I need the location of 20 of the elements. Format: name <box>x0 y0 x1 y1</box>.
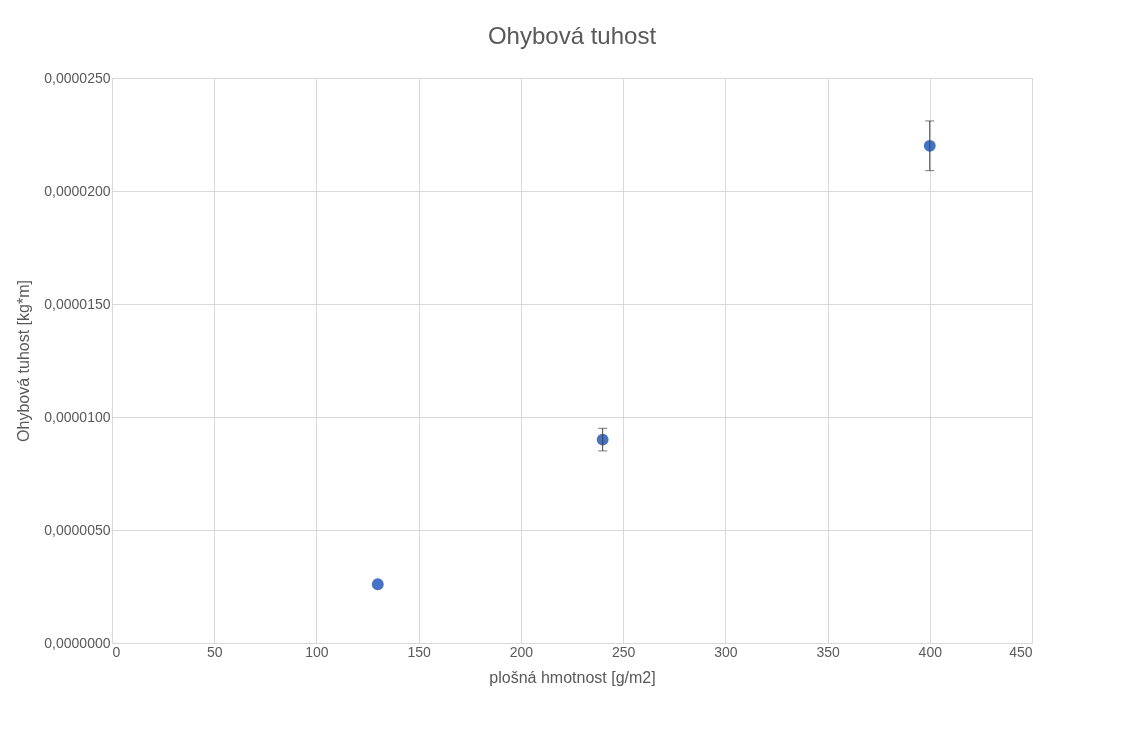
y-tick-label: 0,0000150 <box>44 295 111 312</box>
y-tick-label: 0,0000050 <box>44 521 111 538</box>
y-tick-label: 0,0000000 <box>44 634 111 651</box>
x-tick-label: 450 <box>1009 643 1033 660</box>
y-tick-label: 0,0000100 <box>44 408 111 425</box>
x-tick-label: 50 <box>206 643 223 660</box>
y-tick-label: 0,0000250 <box>44 69 111 86</box>
x-tick-label: 300 <box>714 643 738 660</box>
x-tick-label: 350 <box>816 643 840 660</box>
x-axis-title: plošná hmotnost [g/m2] <box>489 668 656 686</box>
x-tick-label: 200 <box>509 643 534 660</box>
y-axis-title: Ohybová tuhost [kg*m] <box>15 280 33 442</box>
x-tick-label: 100 <box>305 643 329 660</box>
x-tick-label: 0 <box>112 643 121 660</box>
x-tick-label: 250 <box>611 643 636 660</box>
x-tick-label: 150 <box>407 643 432 660</box>
x-tick-label: 400 <box>918 643 943 660</box>
chart-title: Ohybová tuhost <box>487 22 657 49</box>
y-tick-label: 0,0000200 <box>44 182 111 199</box>
point <box>371 578 384 591</box>
